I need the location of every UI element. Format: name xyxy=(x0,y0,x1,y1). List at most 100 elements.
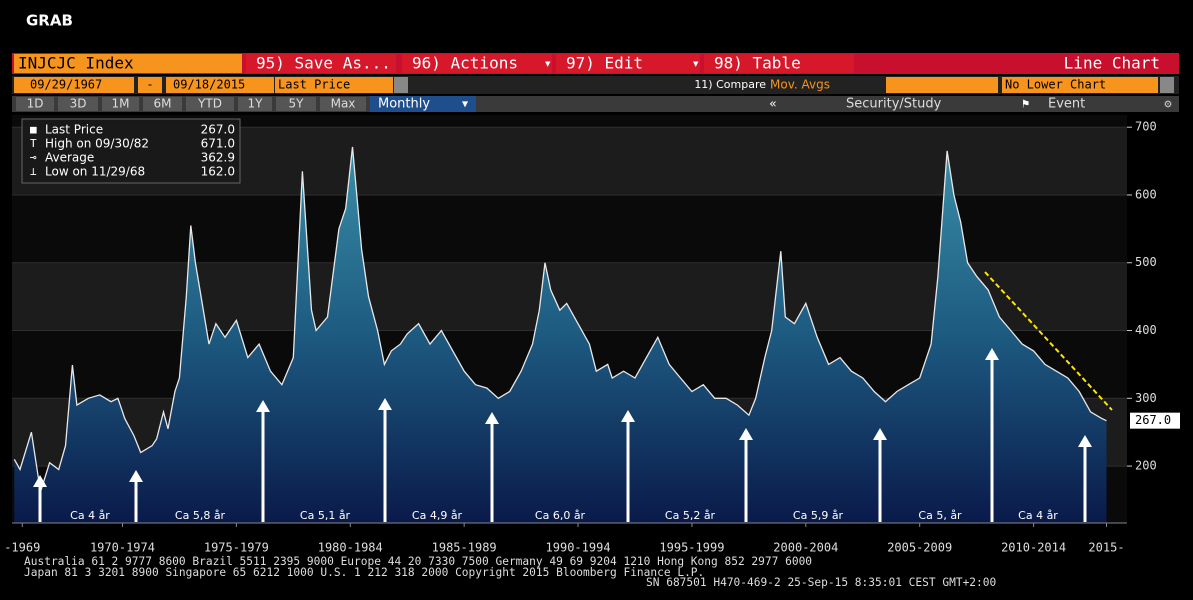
x-tick-label: 1995-1999 xyxy=(659,541,724,555)
caret: ▼ xyxy=(693,60,699,70)
field-box[interactable] xyxy=(275,77,393,93)
arrow-head xyxy=(33,475,47,487)
plot xyxy=(12,115,1132,527)
y-tick-label: 300 xyxy=(1135,391,1157,405)
arrow-head xyxy=(739,428,753,440)
arrow-head xyxy=(621,410,635,422)
mov-avgs[interactable]: Mov. Avgs xyxy=(770,78,830,92)
settings-icon[interactable]: ⚙ xyxy=(1164,97,1172,111)
period-label: 1D xyxy=(27,97,44,111)
x-tick-label: 1985-1989 xyxy=(432,541,497,555)
y-tick-label: 400 xyxy=(1135,323,1157,337)
empty-box xyxy=(886,77,998,93)
frequency: Monthly xyxy=(378,97,430,112)
last-value-tag xyxy=(1130,412,1180,429)
lower-box[interactable] xyxy=(1002,77,1158,93)
start-date: 09/29/1967 xyxy=(30,78,102,92)
footer-line: SN 687501 H470-469-2 25-Sep-15 8:35:01 C… xyxy=(646,576,997,589)
toolbar-button-label: 97) Edit xyxy=(566,54,643,73)
period-button[interactable] xyxy=(238,97,272,111)
annotation: Ca 5, år xyxy=(918,509,962,522)
toolbar-button-label: 95) Save As... xyxy=(256,54,391,73)
period-button[interactable] xyxy=(276,97,316,111)
annotation: Ca 5,8 år xyxy=(175,509,226,522)
legend-label: Average xyxy=(45,151,94,165)
y-tick-label: 600 xyxy=(1135,187,1157,201)
legend-value: 362.9 xyxy=(201,151,235,165)
ticker: INJCJC Index xyxy=(18,54,134,73)
arrow-head xyxy=(378,398,392,410)
overlay: 200 300 400 500 600 700 -1969 1970-1974 1975-197… xyxy=(4,118,1180,589)
y-tick-label: 200 xyxy=(1135,459,1157,473)
period-label: 1M xyxy=(112,97,130,111)
flag-icon: ⚑ xyxy=(1022,97,1029,111)
lower-chart: No Lower Chart xyxy=(1005,78,1106,92)
period-label: Max xyxy=(331,97,356,111)
legend-icon: T xyxy=(30,137,37,150)
arrow-head xyxy=(873,428,887,440)
period-label: YTD xyxy=(197,97,222,111)
x-tick-label: 1990-1994 xyxy=(546,541,611,555)
footer-line: Australia 61 2 9777 8600 Brazil 5511 239… xyxy=(24,555,812,568)
toolbar-button[interactable] xyxy=(246,54,396,73)
y-tick-label: 700 xyxy=(1135,120,1157,134)
toolbar-button[interactable] xyxy=(704,54,854,73)
period-label: 3D xyxy=(70,97,87,111)
legend-icon: ⊥ xyxy=(30,165,37,178)
ticker-box[interactable] xyxy=(14,54,242,73)
period-button[interactable] xyxy=(186,97,234,111)
legend-box xyxy=(21,118,241,184)
legend-icon: ⊸ xyxy=(30,151,37,164)
x-tick-label: 2010-2014 xyxy=(1001,541,1066,555)
sep-box xyxy=(138,77,162,93)
frequency-box[interactable] xyxy=(370,96,476,112)
annotation: Ca 4 år xyxy=(1018,509,1058,522)
toolbar-button[interactable] xyxy=(556,54,700,73)
end-date: 09/18/2015 xyxy=(173,78,245,92)
price-line xyxy=(13,146,1107,492)
date-sep: - xyxy=(146,78,153,92)
end-box[interactable] xyxy=(166,77,274,93)
footer-line: Japan 81 3 3201 8900 Singapore 65 6212 1… xyxy=(24,566,704,579)
annotation: Ca 5,2 år xyxy=(665,509,716,522)
legend-label: Low on 11/29/68 xyxy=(45,165,145,179)
field: Last Price xyxy=(278,78,350,92)
event[interactable]: Event xyxy=(1048,97,1085,112)
period-button[interactable] xyxy=(16,97,54,111)
legend-value: 162.0 xyxy=(201,165,235,179)
period-label: 5Y xyxy=(289,97,305,111)
last-value-label: 267.0 xyxy=(1135,413,1171,427)
start-box[interactable] xyxy=(14,77,134,93)
window-title: GRAB xyxy=(26,12,73,30)
y-tick-label: 500 xyxy=(1135,255,1157,269)
toolbar-button-label: 96) Actions xyxy=(412,54,518,73)
compare[interactable]: 11) Compare xyxy=(694,78,766,91)
period-label: 6M xyxy=(154,97,172,111)
annotation: Ca 5,1 år xyxy=(300,509,351,522)
period-button[interactable] xyxy=(320,97,366,111)
collapse[interactable]: « xyxy=(769,97,776,111)
arrow-head xyxy=(129,470,143,482)
legend-label: Last Price xyxy=(45,123,103,137)
x-tick-label: 2000-2004 xyxy=(773,541,838,555)
arrow-head xyxy=(985,348,999,360)
legend-label: High on 09/30/82 xyxy=(45,137,149,151)
toolbar-button-label: 98) Table xyxy=(714,54,801,73)
arrow-head xyxy=(485,412,499,424)
period-button[interactable] xyxy=(143,97,182,111)
legend-value: 267.0 xyxy=(201,123,235,137)
dropdown[interactable] xyxy=(394,77,408,93)
dropdown[interactable] xyxy=(1160,77,1174,93)
period-button[interactable] xyxy=(102,97,139,111)
caret: ▼ xyxy=(462,99,468,110)
period-button[interactable] xyxy=(58,97,98,111)
chart-kind: Line Chart xyxy=(1064,54,1160,73)
toolbar-button[interactable] xyxy=(402,54,552,73)
annotation: Ca 4 år xyxy=(70,509,110,522)
security-study[interactable]: Security/Study xyxy=(846,97,942,112)
annotation: Ca 4,9 år xyxy=(412,509,463,522)
annotation: Ca 6,0 år xyxy=(535,509,586,522)
period-label: 1Y xyxy=(248,97,264,111)
